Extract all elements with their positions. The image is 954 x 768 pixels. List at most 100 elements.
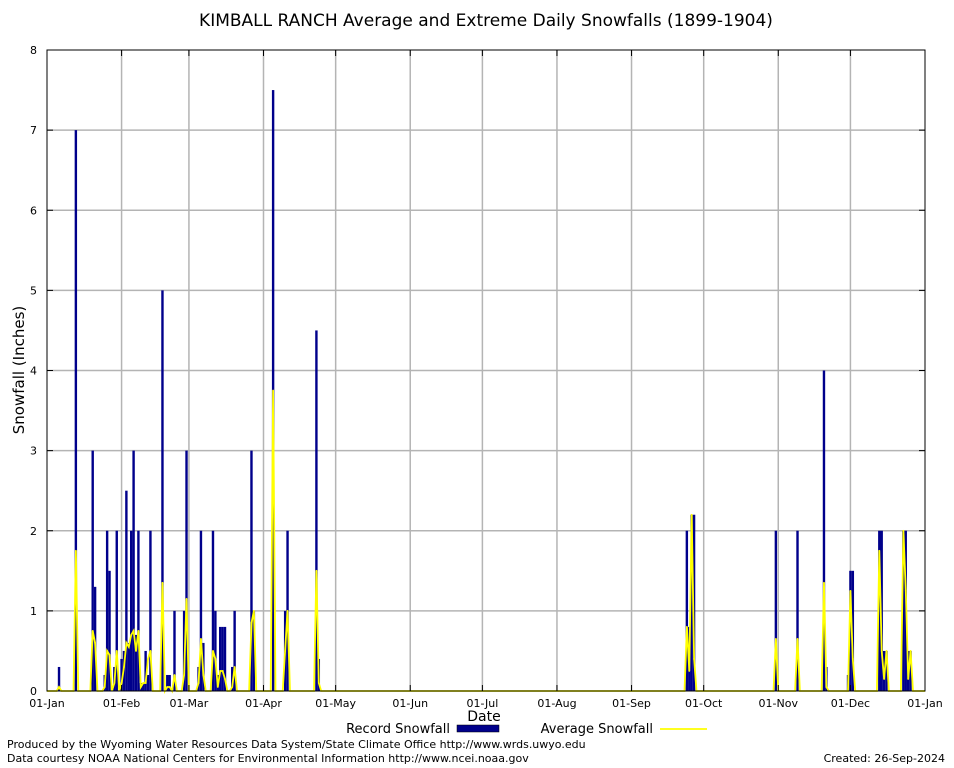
record-bar-21-Feb <box>168 674 171 691</box>
average-point-21-Feb <box>168 686 171 688</box>
record-bar-15-Mar <box>221 626 224 691</box>
average-point-11-Apr <box>286 609 289 612</box>
footer-data-courtesy: Data courtesy NOAA National Centers for … <box>7 752 529 765</box>
record-bar-20-Feb <box>166 674 169 691</box>
record-bar-20-Mar <box>233 610 236 691</box>
average-point-13-Dec <box>878 549 881 552</box>
grid-lines <box>47 50 925 691</box>
record-bar-14-Dec <box>880 530 883 691</box>
y-tick-label: 1 <box>30 605 37 618</box>
x-tick-label: 01-Jun <box>392 697 428 710</box>
average-point-25-Jan <box>103 686 106 688</box>
average-point-20-Jan <box>91 630 94 632</box>
record-bar-13-Dec <box>878 530 881 691</box>
record-bar-19-Mar <box>231 666 234 691</box>
record-bar-11-Mar <box>211 530 215 691</box>
average-point-05-Feb <box>130 634 133 636</box>
record-bar-23-Dec <box>902 530 905 691</box>
average-point-20-Nov <box>823 581 825 584</box>
average-point-13-Feb <box>149 650 152 652</box>
record-bar-03-Feb <box>125 490 128 691</box>
average-point-05-Apr <box>272 389 275 392</box>
record-bar-24-Sep <box>685 530 689 691</box>
x-tick-label: 01-Jan <box>29 697 65 710</box>
record-bar-31-Oct <box>774 530 778 691</box>
x-tick-label: 01-Oct <box>685 697 723 710</box>
average-point-30-Jan <box>115 650 118 652</box>
average-point-10-Feb <box>142 682 145 684</box>
record-bar-23-Feb <box>173 610 176 691</box>
record-bar-13-Feb <box>149 530 152 691</box>
record-bar-01-Dec <box>849 570 852 691</box>
average-point-27-Sep <box>693 658 695 660</box>
average-point-13-Jan <box>74 549 77 552</box>
average-point-23-Feb <box>173 674 176 676</box>
average-point-20-Mar <box>233 666 236 668</box>
y-tick-label: 6 <box>30 204 37 217</box>
record-bar-06-Mar <box>199 530 203 691</box>
average-point-21-Nov <box>825 686 828 688</box>
record-bar-20-Jan <box>91 450 94 691</box>
plot-border <box>46 49 926 692</box>
average-point-27-Feb <box>183 674 186 676</box>
average-point-02-Feb <box>123 666 125 668</box>
average-snowfall-path <box>47 390 925 695</box>
x-tick-label: 01-Apr <box>245 697 282 710</box>
record-bar-04-Feb <box>127 642 130 691</box>
axes: 0 1 2 3 4 5 6 7 8 01-Jan 01-Feb 01-Mar 01-Apr 01-May 0… <box>29 44 943 710</box>
footer-produced-by: Produced by the Wyoming Water Resources … <box>7 738 586 751</box>
record-bar-27-Mar <box>250 450 253 691</box>
average-point-31-Oct <box>774 638 777 640</box>
average-point-24-Dec <box>904 589 907 592</box>
y-tick-label: 3 <box>30 445 37 458</box>
record-bar-11-Feb <box>144 650 147 691</box>
record-bar-14-Mar <box>218 626 222 691</box>
average-point-16-Mar <box>224 678 226 680</box>
average-point-12-Mar <box>214 658 217 660</box>
record-bar-18-Feb <box>161 290 164 691</box>
average-point-27-Mar <box>250 621 253 624</box>
average-point-10-Apr <box>284 650 287 652</box>
record-bar-02-Dec <box>851 570 855 691</box>
chart-title: KIMBALL RANCH Average and Extreme Daily … <box>199 11 773 31</box>
record-bar-08-Feb <box>137 530 140 691</box>
record-bar-05-Feb <box>129 530 133 691</box>
record-bar-06-Feb <box>132 450 135 691</box>
record-bar-26-Sep <box>690 514 693 691</box>
average-point-29-Jan <box>113 682 116 684</box>
record-bar-07-Feb <box>134 634 138 691</box>
y-tick-label: 4 <box>30 365 37 378</box>
x-tick-label: 01-Aug <box>537 697 576 710</box>
legend-record-swatch <box>456 724 500 733</box>
record-bar-16-Mar <box>223 626 227 691</box>
legend: Record Snowfall Average Snowfall <box>346 722 707 737</box>
average-point-13-Mar <box>216 686 219 688</box>
x-tick-label: 01-Jan <box>907 697 943 710</box>
average-point-24-Apr <box>317 682 320 684</box>
average-point-18-Feb <box>161 581 164 584</box>
average-point-27-Jan <box>108 654 111 656</box>
average-point-12-Feb <box>147 658 149 660</box>
y-tick-label: 8 <box>30 44 37 57</box>
average-point-19-Mar <box>231 686 234 688</box>
average-point-21-Jan <box>94 642 97 644</box>
average-snowfall-line <box>47 389 925 695</box>
average-point-20-Feb <box>166 686 169 688</box>
record-bar-16-Dec <box>885 650 888 691</box>
average-point-26-Dec <box>909 650 912 652</box>
average-point-04-Feb <box>127 646 130 648</box>
record-bar-10-Feb <box>142 682 145 691</box>
x-tick-label: 01-Sep <box>612 697 651 710</box>
y-tick-label: 5 <box>30 284 37 297</box>
record-bar-26-Dec <box>909 650 912 691</box>
average-point-03-Feb <box>125 642 128 644</box>
legend-average-label: Average Snowfall <box>541 722 653 737</box>
footer-created-date: Created: 26-Sep-2024 <box>823 752 945 765</box>
average-point-16-Dec <box>885 650 888 652</box>
y-tick-label: 2 <box>30 525 37 538</box>
average-point-26-Sep <box>690 513 693 516</box>
average-point-25-Sep <box>688 670 691 672</box>
average-point-06-Feb <box>132 630 135 632</box>
x-tick-label: 01-Jul <box>466 697 498 710</box>
average-point-15-Dec <box>883 678 886 680</box>
